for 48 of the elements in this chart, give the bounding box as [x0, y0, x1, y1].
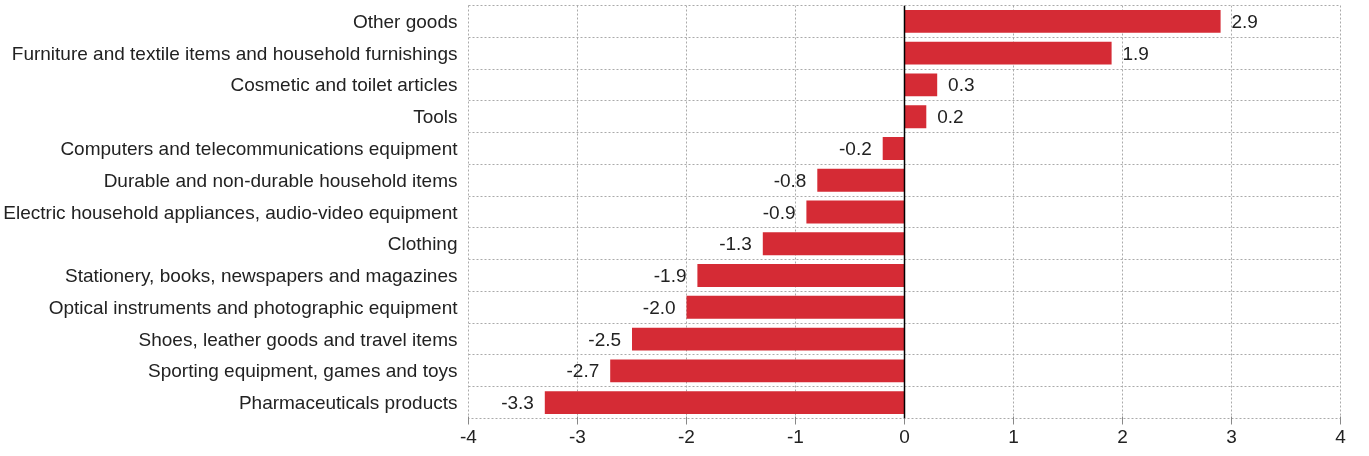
y-tick-label: Computers and telecommunications equipment	[60, 137, 459, 159]
data-label: -1.9	[653, 265, 687, 287]
x-tick-label: -3	[569, 425, 586, 447]
bar	[904, 73, 938, 97]
bar	[817, 168, 905, 192]
bar	[904, 41, 1112, 65]
y-tick-label: Other goods	[352, 10, 458, 32]
bar	[610, 359, 905, 383]
data-label: -1.3	[719, 233, 752, 255]
x-tick-label: 4	[1335, 425, 1347, 447]
bar	[697, 264, 905, 287]
data-label: -3.3	[501, 392, 534, 414]
bar	[762, 232, 905, 256]
x-tick-label: -4	[460, 425, 478, 447]
y-tick-label: Furniture and textile items and household furnishings	[11, 42, 458, 64]
bar	[882, 137, 905, 160]
bar	[686, 295, 905, 319]
data-label: 1.9	[1122, 42, 1149, 64]
data-label: -0.8	[773, 169, 807, 191]
data-label: -2.5	[588, 328, 622, 350]
y-tick-label: Stationery, books, newspapers and magazines	[64, 265, 458, 287]
data-label: -2.7	[566, 360, 600, 382]
data-label: 0.3	[948, 74, 975, 96]
x-tick-label: -2	[678, 425, 695, 447]
bar	[806, 200, 905, 224]
bar	[544, 391, 905, 415]
bar	[904, 105, 927, 129]
y-tick-label: Sporting equipment, games and toys	[148, 360, 458, 382]
y-tick-label: Optical instruments and photographic equipment	[48, 296, 459, 318]
data-label: -2.0	[642, 296, 676, 318]
data-label: -0.9	[762, 201, 796, 223]
data-label: -0.2	[839, 137, 872, 159]
y-tick-label: Clothing	[387, 233, 458, 255]
x-tick-label: 3	[1226, 425, 1237, 447]
bar	[904, 9, 1221, 33]
x-tick-label: -1	[787, 425, 804, 447]
bar	[632, 327, 905, 351]
y-tick-label: Electric household appliances, audio-video equipment	[3, 201, 459, 223]
data-label: 0.2	[937, 106, 964, 128]
y-tick-label: Durable and non-durable household items	[103, 169, 458, 191]
data-label: 2.9	[1231, 10, 1258, 32]
x-tick-label: 0	[899, 425, 910, 447]
y-tick-label: Tools	[413, 106, 458, 128]
y-tick-label: Shoes, leather goods and travel items	[138, 328, 458, 350]
x-tick-label: 2	[1117, 425, 1128, 447]
y-tick-label: Cosmetic and toilet articles	[230, 74, 458, 96]
y-tick-label: Pharmaceuticals products	[238, 392, 458, 414]
x-tick-label: 1	[1008, 425, 1019, 447]
